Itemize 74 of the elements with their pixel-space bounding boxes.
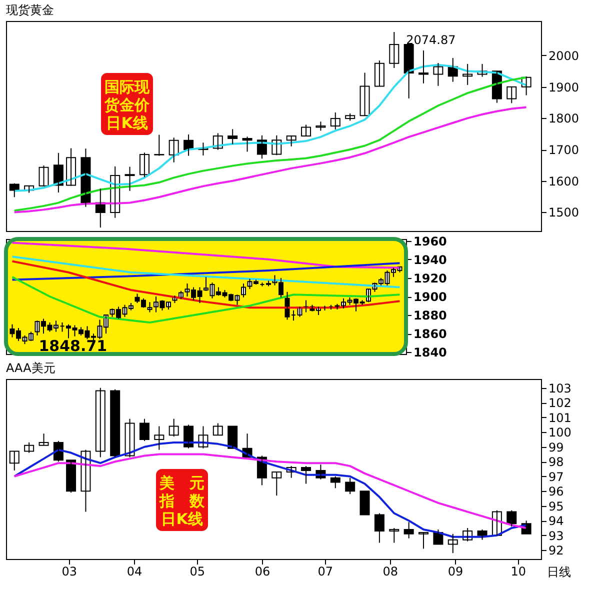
line-series [11, 262, 401, 281]
x-tick-label: 10 [510, 564, 526, 578]
y-tick-label: 2000 [548, 48, 580, 63]
candlestick [330, 112, 340, 130]
annotation: 日K线 [161, 510, 203, 528]
candlestick [316, 121, 326, 132]
y-tick-label: 96 [548, 484, 564, 499]
candlestick [418, 532, 429, 550]
text: 日线 [547, 565, 571, 579]
y-tick-label: 1800 [548, 112, 580, 126]
candlestick [124, 166, 135, 192]
y-tick-label: 101 [548, 410, 572, 425]
y-tick-label: 1500 [548, 206, 580, 220]
x-tick-label: 03 [62, 564, 78, 578]
annotation: 美 元 [158, 474, 204, 492]
y-tick-label: 1900 [414, 290, 447, 304]
chart-title: 现货黄金 [6, 3, 54, 17]
line-series [11, 276, 401, 324]
candlestick [418, 50, 429, 84]
annotation: 2074.87 [406, 33, 456, 48]
candlestick [228, 128, 238, 145]
y-tick-label: 1860 [414, 327, 447, 342]
y-tick-label: 92 [548, 544, 564, 558]
y-tick-label: 98 [548, 455, 564, 470]
y-tick-label: 99 [548, 440, 564, 454]
line-series [11, 256, 401, 288]
candlestick [272, 471, 282, 496]
y-tick-label: 1840 [414, 346, 447, 360]
y-tick-label: 103 [548, 381, 572, 396]
annotation: 1848.71 [38, 337, 108, 356]
x-tick-label: 04 [126, 564, 142, 578]
annotation: 指 数 [158, 492, 206, 510]
candlestick [168, 418, 179, 438]
x-tick-label: 06 [254, 564, 270, 578]
y-tick-label: 100 [548, 426, 572, 440]
y-tick-label: 1700 [548, 143, 580, 158]
x-tick-label: 08 [382, 564, 398, 578]
candlestick [228, 426, 238, 449]
candlestick [154, 426, 164, 450]
line-series [11, 242, 401, 269]
candlestick [154, 134, 164, 156]
x-tick-label: 07 [318, 564, 334, 578]
candlestick [433, 62, 444, 86]
annotation: 货金价 [104, 96, 150, 114]
candlestick [360, 490, 370, 516]
candlestick [374, 512, 384, 544]
x-tick-label: 09 [448, 564, 464, 578]
candlestick [301, 466, 312, 484]
y-tick-label: 97 [548, 470, 564, 484]
candlestick [389, 32, 400, 69]
y-tick-label: 95 [548, 499, 564, 514]
candlestick [404, 522, 414, 539]
candlestick [95, 387, 106, 458]
candlestick [345, 112, 356, 122]
candlestick [242, 136, 252, 152]
y-tick-label: 94 [548, 514, 564, 528]
y-tick-label: 102 [548, 396, 572, 410]
line-series [11, 260, 401, 309]
candlestick [286, 134, 296, 147]
y-tick-label: 1920 [414, 271, 447, 286]
annotation: 国际现 [104, 78, 150, 96]
candlestick [147, 302, 152, 313]
candlestick [212, 422, 223, 436]
annotation: 日K线 [106, 114, 148, 132]
y-tick-label: 1880 [414, 308, 447, 323]
candlestick [389, 528, 400, 544]
x-tick-label: 05 [190, 564, 206, 578]
y-tick-label: 1900 [548, 80, 580, 94]
y-tick-label: 1600 [548, 174, 580, 188]
y-tick-label: 1940 [414, 252, 447, 267]
candlestick [330, 476, 340, 489]
chart-title: AAA美元 [6, 361, 56, 375]
y-tick-label: 1960 [414, 234, 447, 248]
y-tick-label: 93 [548, 528, 564, 543]
